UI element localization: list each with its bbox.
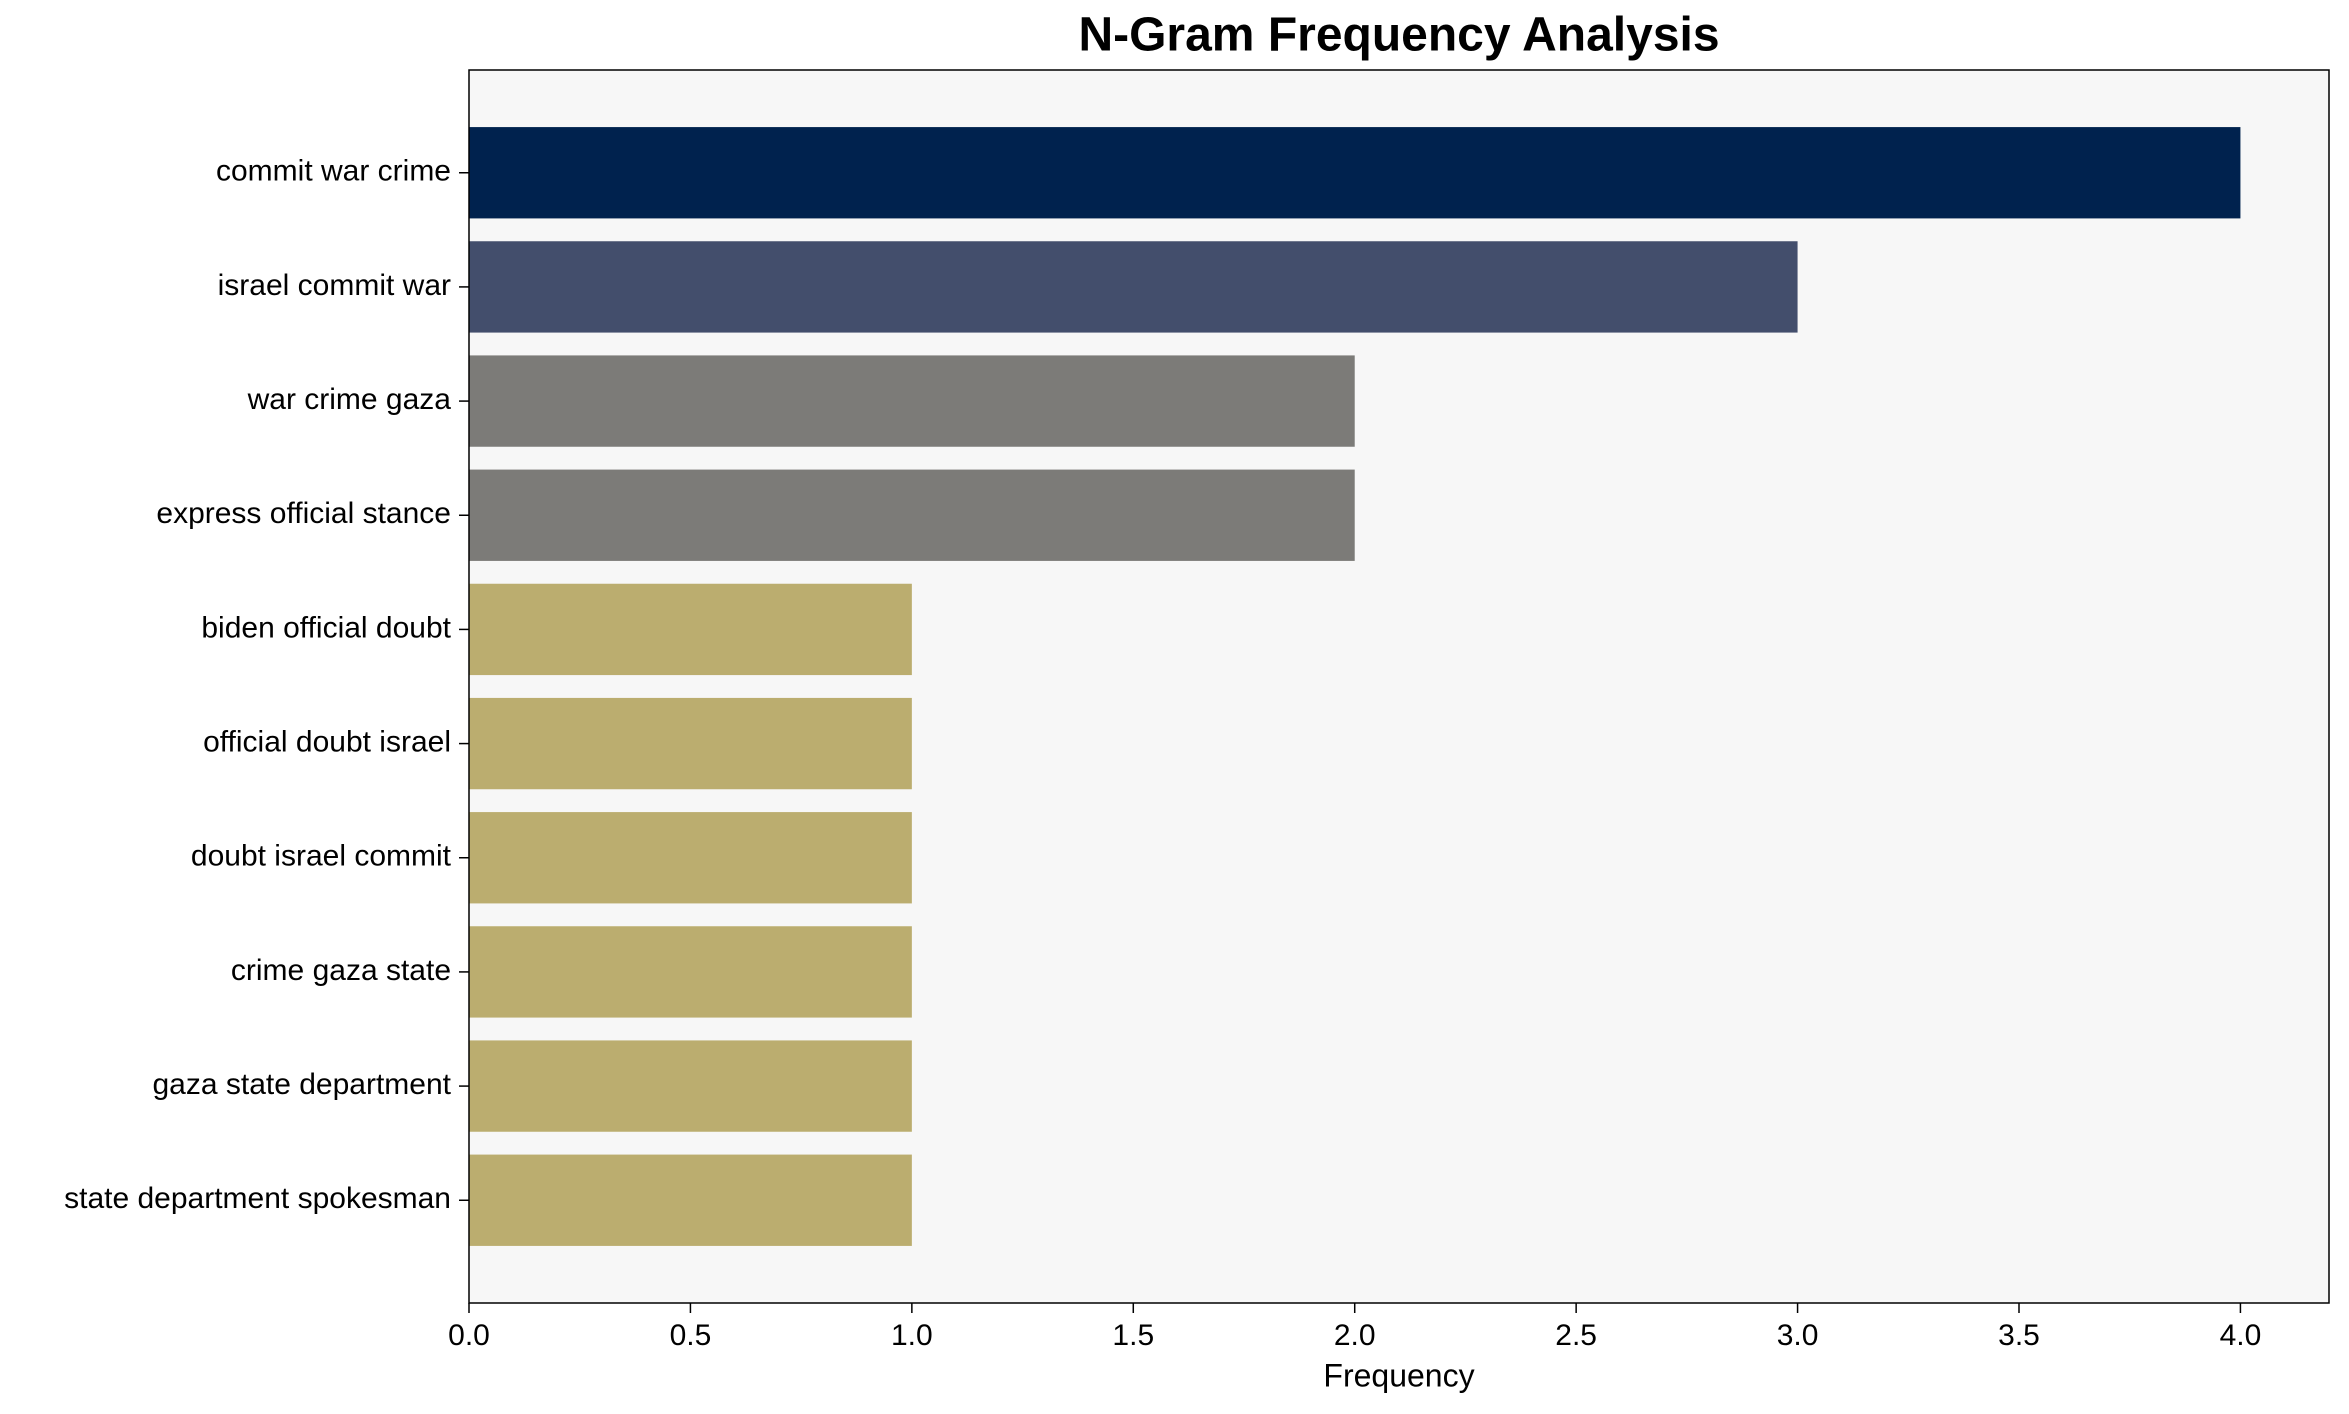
bar	[469, 127, 2241, 219]
y-tick-label: israel commit war	[218, 269, 451, 302]
x-tick-label: 3.0	[1777, 1319, 1819, 1352]
y-tick-label: doubt israel commit	[191, 840, 452, 873]
x-tick-label: 0.0	[448, 1319, 490, 1352]
bar	[469, 812, 912, 904]
x-tick-label: 2.0	[1334, 1319, 1376, 1352]
x-tick-label: 3.5	[1998, 1319, 2040, 1352]
x-tick-label: 4.0	[2220, 1319, 2262, 1352]
x-tick-label: 0.5	[670, 1319, 712, 1352]
bar	[469, 926, 912, 1018]
bar	[469, 1040, 912, 1132]
x-tick-label: 2.5	[1555, 1319, 1597, 1352]
y-tick-label: biden official doubt	[201, 611, 451, 644]
y-tick-label: gaza state department	[152, 1068, 451, 1101]
bar	[469, 241, 1798, 333]
y-tick-label: crime gaza state	[231, 954, 451, 987]
x-tick-label: 1.0	[891, 1319, 933, 1352]
bar	[469, 583, 912, 676]
plot-frame	[468, 69, 2330, 1304]
chart-title: N-Gram Frequency Analysis	[1078, 9, 1719, 62]
y-tick-label: state department spokesman	[64, 1182, 451, 1215]
bar	[469, 697, 912, 790]
bar	[469, 469, 1355, 561]
y-tick-label: commit war crime	[216, 155, 451, 188]
y-tick-label: express official stance	[156, 497, 451, 530]
y-tick-label: war crime gaza	[247, 383, 452, 416]
y-tick-label: official doubt israel	[203, 726, 451, 759]
bar	[469, 355, 1355, 447]
bar	[469, 1154, 912, 1246]
x-tick-label: 1.5	[1112, 1319, 1154, 1352]
x-axis-label: Frequency	[1323, 1357, 1474, 1393]
